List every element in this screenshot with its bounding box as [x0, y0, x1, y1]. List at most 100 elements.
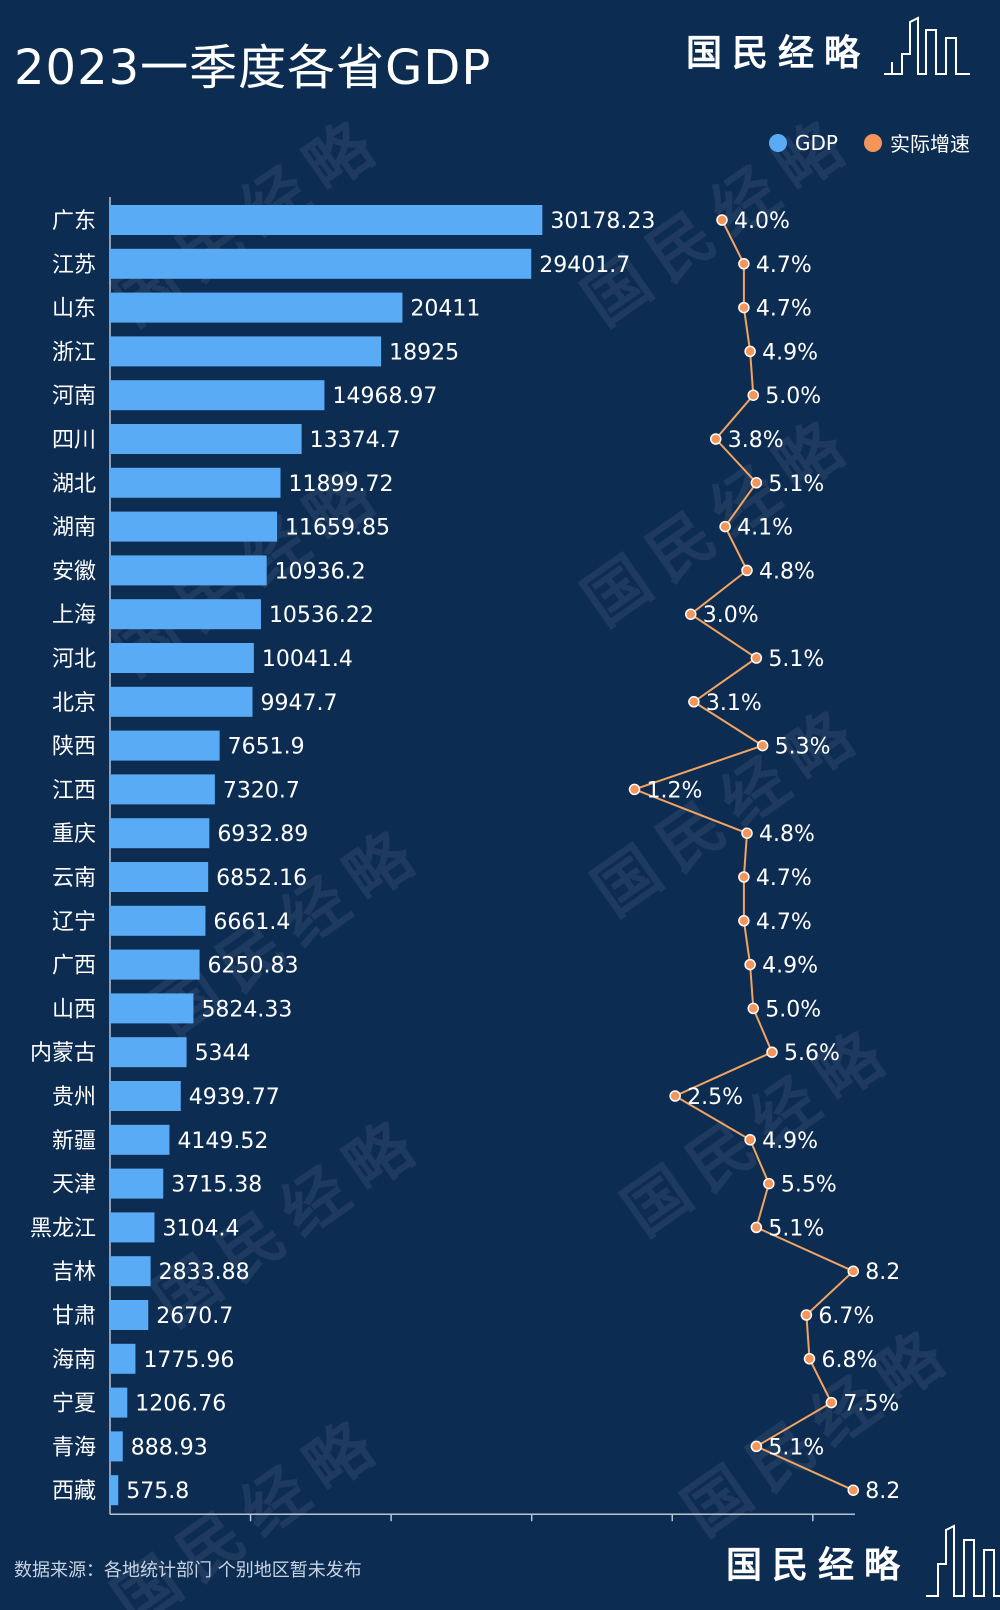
gdp-value-label: 5344 — [195, 1041, 251, 1066]
gdp-value-label: 10936.2 — [275, 559, 366, 584]
growth-value-label: 2.5% — [687, 1085, 743, 1110]
legend-label-growth: 实际增速 — [890, 132, 970, 156]
category-label: 湖北 — [52, 472, 96, 497]
gdp-value-label: 10536.22 — [269, 603, 374, 628]
gdp-bar — [110, 1256, 151, 1287]
gdp-value-label: 11899.72 — [288, 472, 393, 497]
category-label: 安徽 — [52, 559, 96, 584]
growth-value-label: 6.8% — [822, 1348, 878, 1373]
category-label: 北京 — [52, 691, 96, 716]
category-label: 河南 — [52, 384, 96, 409]
legend-marker-growth — [864, 133, 882, 152]
growth-point — [710, 433, 722, 445]
growth-point — [847, 1484, 859, 1496]
gdp-bar — [110, 248, 532, 279]
chart-legend: GDP 实际增速 — [769, 128, 970, 157]
growth-point — [738, 871, 750, 883]
growth-value-label: 4.7% — [756, 866, 812, 891]
growth-value-label: 5.1% — [768, 472, 824, 497]
gdp-bar — [110, 424, 302, 454]
building-icon — [884, 16, 970, 75]
category-label: 云南 — [52, 866, 96, 891]
gdp-value-label: 5824.33 — [201, 997, 292, 1022]
growth-point — [800, 1309, 813, 1321]
category-label: 江苏 — [52, 253, 96, 278]
gdp-value-label: 1775.96 — [143, 1348, 234, 1373]
gdp-bar — [110, 336, 382, 367]
brand-name: 国民经略 — [726, 1544, 911, 1586]
category-label: 天津 — [52, 1173, 96, 1198]
category-label: 辽宁 — [52, 910, 96, 935]
gdp-value-label: 30178.23 — [550, 209, 655, 234]
chart-title: 2023一季度各省GDP — [14, 40, 492, 96]
category-label: 宁夏 — [52, 1392, 96, 1417]
gdp-value-label: 7651.9 — [228, 735, 305, 760]
gdp-bar — [110, 1300, 149, 1330]
growth-value-label: 3.1% — [706, 691, 762, 716]
gdp-value-label: 6852.16 — [216, 866, 307, 891]
growth-value-label: 4.8% — [759, 559, 815, 584]
growth-value-label: 4.9% — [762, 1129, 818, 1154]
gdp-bar — [110, 511, 278, 542]
legend-item-growth: 实际增速 — [864, 128, 970, 157]
growth-point — [747, 389, 759, 401]
gdp-bar — [110, 1387, 128, 1418]
growth-value-label: 4.7% — [756, 253, 812, 278]
gdp-value-label: 6250.83 — [208, 954, 299, 979]
growth-point — [825, 1396, 838, 1409]
category-label: 西藏 — [52, 1479, 96, 1504]
category-label: 新疆 — [52, 1129, 96, 1154]
brand-name: 国民经略 — [686, 32, 871, 74]
gdp-bar — [110, 905, 206, 936]
category-label: 甘肃 — [52, 1304, 96, 1329]
growth-point — [738, 258, 750, 270]
gdp-bar — [110, 643, 254, 673]
growth-value-label: 8.2 — [865, 1479, 900, 1504]
gdp-value-label: 6932.89 — [217, 822, 308, 847]
growth-point — [716, 214, 728, 226]
growth-point — [741, 827, 753, 839]
category-label: 贵州 — [52, 1085, 96, 1110]
growth-point — [763, 1177, 775, 1190]
gdp-bar — [110, 467, 281, 498]
growth-value-label: 4.8% — [759, 822, 815, 847]
gdp-value-label: 18925 — [389, 340, 459, 365]
gdp-bar — [110, 1124, 170, 1155]
growth-point — [756, 739, 769, 752]
growth-point — [688, 696, 700, 708]
gdp-value-label: 888.93 — [131, 1435, 208, 1460]
gdp-value-label: 2833.88 — [159, 1260, 250, 1285]
gdp-bar — [110, 1343, 136, 1374]
gdp-value-label: 575.8 — [126, 1479, 189, 1504]
category-label: 黑龙江 — [30, 1216, 96, 1241]
growth-point — [738, 301, 750, 314]
growth-value-label: 4.9% — [762, 340, 818, 365]
category-label: 河北 — [52, 647, 96, 672]
building-icon — [926, 1524, 1000, 1597]
gdp-bar — [110, 730, 220, 761]
gdp-bar — [110, 1212, 155, 1243]
growth-value-label: 5.1% — [768, 1216, 824, 1241]
gdp-bar — [110, 1037, 187, 1068]
category-label: 海南 — [52, 1348, 96, 1373]
growth-value-label: 7.5% — [843, 1392, 899, 1417]
growth-value-label: 3.0% — [703, 603, 759, 628]
gdp-bar — [110, 555, 267, 586]
gdp-bar — [110, 292, 403, 323]
gdp-value-label: 13374.7 — [310, 428, 401, 453]
data-source-note: 数据来源：各地统计部门 个别地区暂未发布 — [14, 1560, 362, 1581]
growth-value-label: 1.2% — [647, 778, 703, 803]
legend-marker-gdp — [769, 133, 788, 152]
brand-logo: 国民经略 — [686, 14, 976, 80]
category-label: 吉林 — [52, 1260, 96, 1285]
category-label: 山东 — [52, 297, 96, 322]
growth-value-label: 5.1% — [768, 1435, 824, 1460]
growth-point — [744, 345, 756, 358]
gdp-value-label: 11659.85 — [285, 516, 390, 541]
growth-value-label: 4.9% — [762, 954, 818, 979]
growth-point — [669, 1090, 681, 1102]
growth-value-label: 4.1% — [737, 516, 793, 541]
legend-label-gdp: GDP — [795, 130, 838, 155]
growth-point — [750, 477, 763, 489]
